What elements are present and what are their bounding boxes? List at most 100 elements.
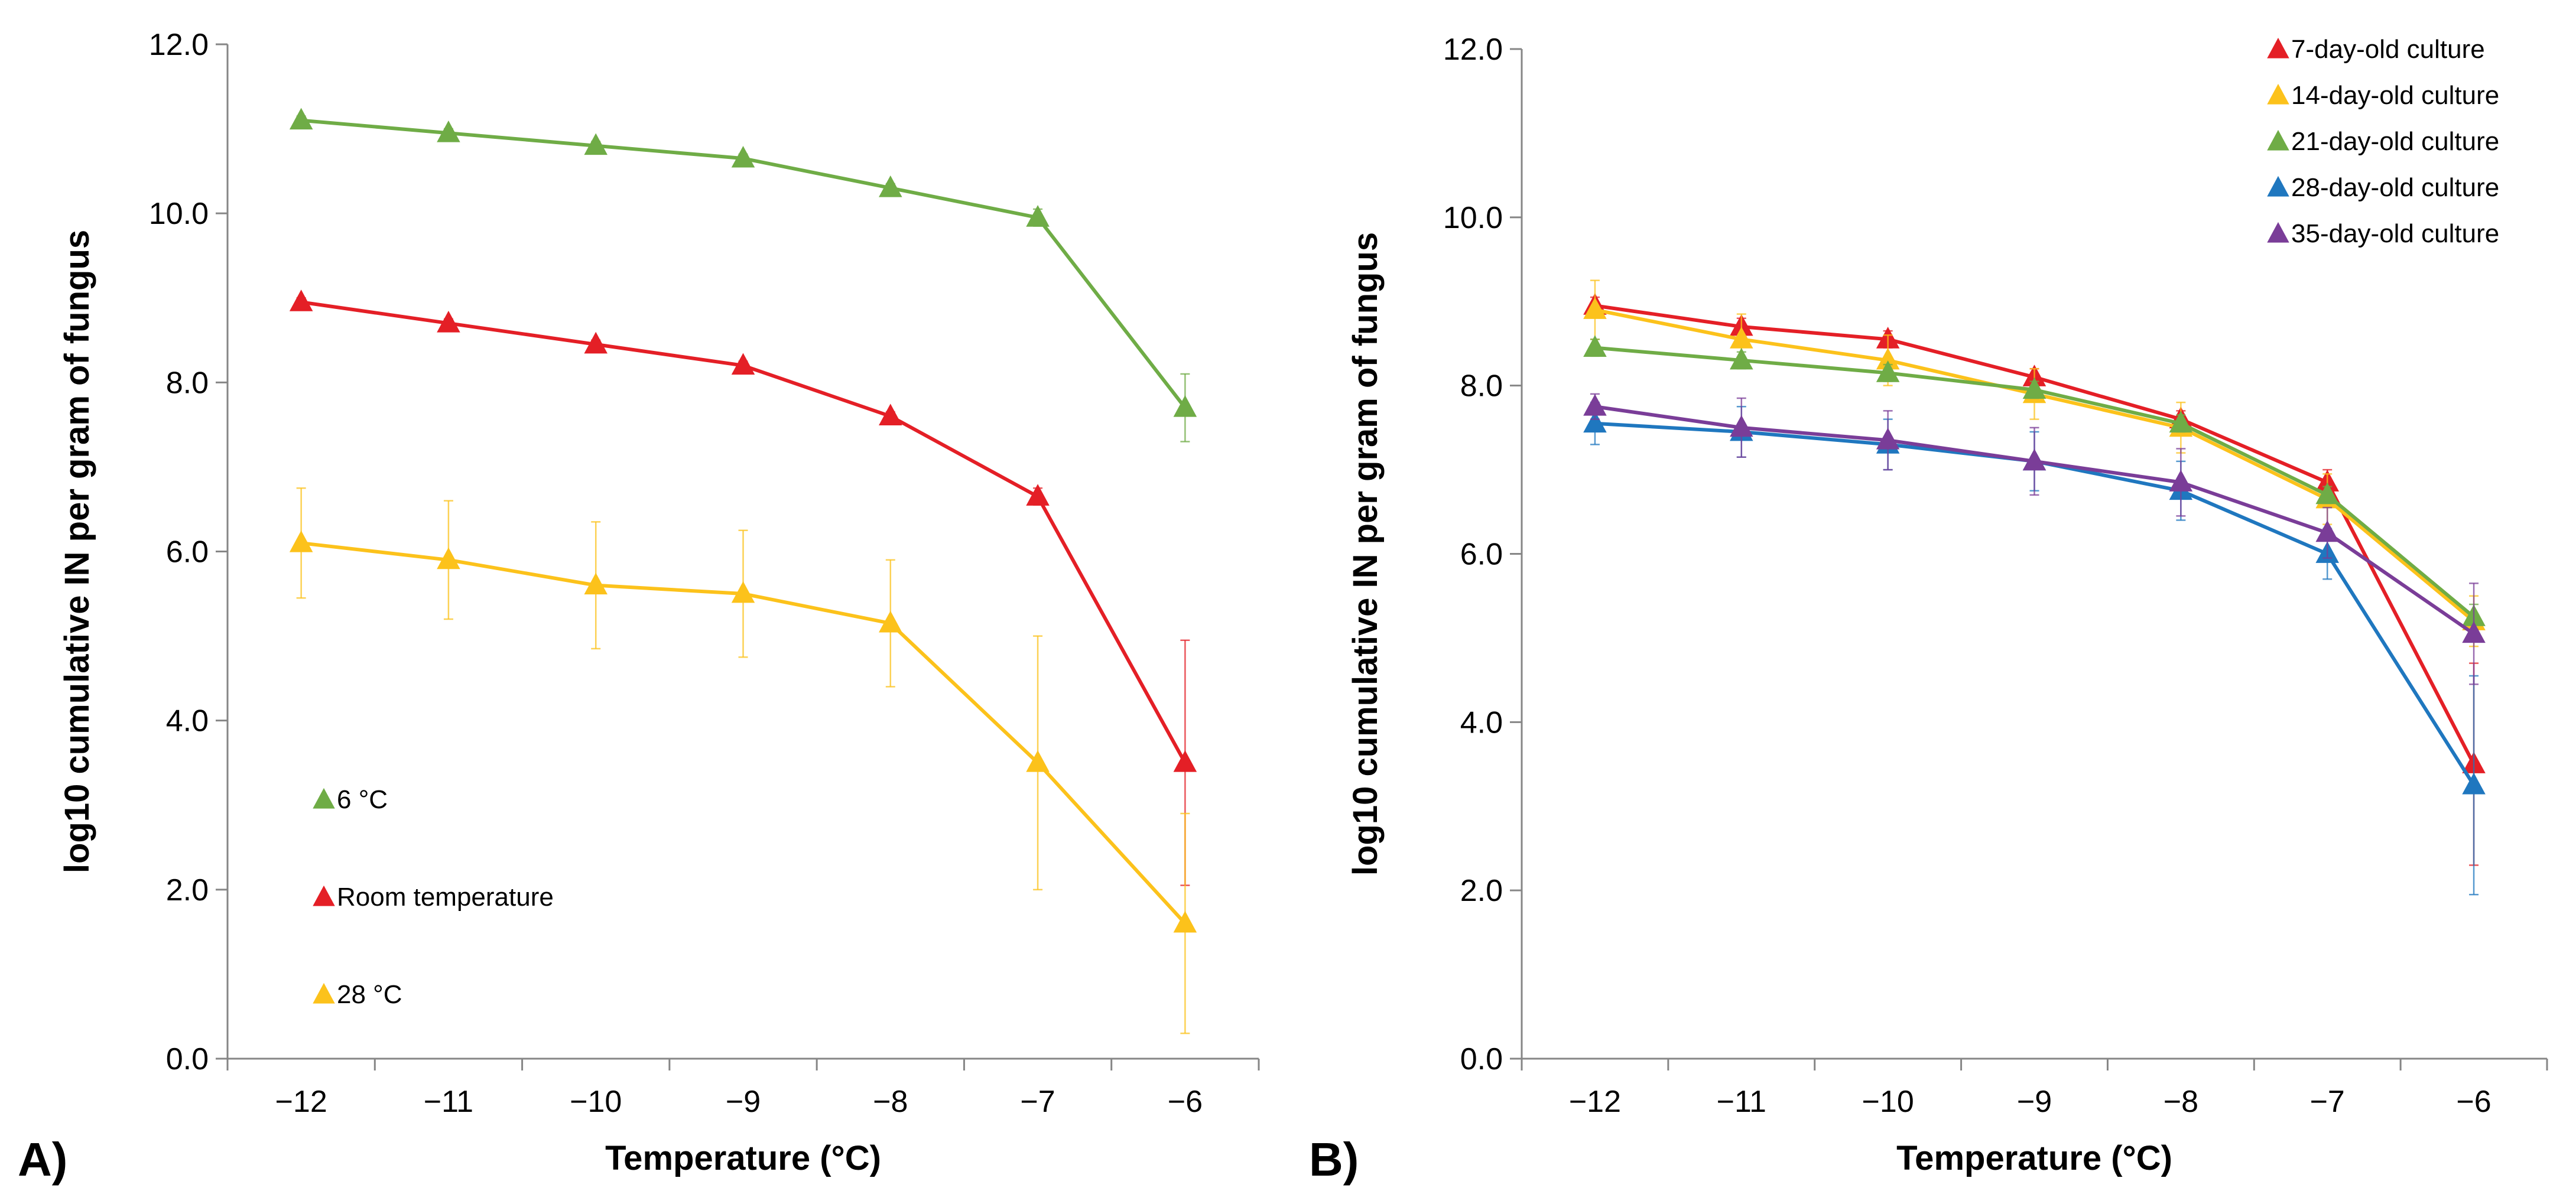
y-tick-label: 8.0 [1460,369,1503,403]
series-3 [1583,335,2486,630]
data-point-marker [584,331,608,354]
x-tick-label: −8 [2164,1085,2198,1119]
data-point-marker [1876,428,1900,450]
data-point-marker [289,289,313,311]
y-tick-label: 0.0 [1460,1042,1503,1076]
data-point-marker [1583,411,1607,433]
x-tick-label: −9 [2017,1085,2052,1119]
y-tick-label: 0.0 [166,1042,209,1076]
data-point-marker [1876,360,1900,382]
data-point-marker [584,572,608,595]
y-tick-label: 10.0 [1443,201,1503,235]
y-tick-label: 2.0 [1460,874,1503,908]
legend-label: 7-day-old culture [2291,35,2485,64]
legend: 6 °C Room temperature 28 °C [313,785,554,1009]
legend-marker [313,982,335,1004]
y-tick-label: 12.0 [1443,32,1503,67]
x-tick-label: −11 [1717,1085,1766,1119]
legend-label: 21-day-old culture [2291,127,2499,156]
data-point-marker [1730,327,1753,349]
data-point-marker [584,133,608,155]
x-axis-title: Temperature (°C) [605,1139,881,1177]
y-tick-label: 6.0 [166,535,209,570]
data-point-marker [2022,448,2046,471]
data-point-marker [1026,750,1050,772]
legend-marker [313,885,335,906]
data-point-marker [1583,394,1607,416]
panel-label: B) [1309,1133,1359,1186]
legend-label: 35-day-old culture [2291,219,2499,248]
x-tick-label: −12 [1569,1085,1621,1119]
data-point-marker [1583,297,1607,319]
data-point-marker [2169,470,2193,492]
data-point-marker [2462,772,2486,795]
series-3 [289,487,1197,1034]
data-point-marker [1173,395,1197,417]
legend-marker [2267,222,2289,243]
data-point-marker [731,581,755,603]
data-point-marker [731,145,755,168]
x-tick-label: −6 [2456,1085,2491,1119]
series-1 [289,108,1197,442]
x-tick-label: −8 [873,1085,908,1119]
y-tick-label: 6.0 [1460,538,1503,572]
y-tick-label: 4.0 [166,704,209,738]
data-point-marker [2315,520,2339,542]
legend-marker [2267,175,2289,197]
data-point-marker [2169,411,2193,433]
x-tick-label: −10 [570,1085,622,1119]
y-tick-label: 12.0 [149,28,209,62]
legend-marker [2267,129,2289,151]
x-tick-label: −10 [1862,1085,1914,1119]
y-axis-title: log10 cumulative IN per gram of fungus [1346,232,1385,876]
legend-marker [2267,37,2289,58]
legend: 7-day-old culture 14-day-old culture 21-da… [2267,35,2499,248]
data-point-marker [1026,484,1050,506]
data-point-marker [1730,347,1753,370]
legend-label: 14-day-old culture [2291,81,2499,110]
data-point-marker [1026,205,1050,227]
data-point-marker [289,530,313,552]
chart-panel-b: 0.0 2.0 4.0 6.0 8.0 10.0 12.0 −12 −11 −10 −9 −8 −7 −6… [1309,32,2548,1186]
x-tick-label: −12 [275,1085,327,1119]
x-tick-label: −7 [1020,1085,1055,1119]
data-point-marker [437,310,460,333]
legend-marker [2267,83,2289,105]
y-tick-label: 10.0 [149,197,209,231]
data-point-marker [879,403,902,425]
x-tick-label: −6 [1168,1085,1203,1119]
data-point-marker [289,108,313,130]
chart-panel-a: 0.0 2.0 4.0 6.0 8.0 10.0 12.0 −12 −11 −10 −9 −8 −7 −6… [18,28,1260,1186]
x-tick-label: −9 [726,1085,761,1119]
series-2 [289,289,1197,886]
legend-label: Room temperature [337,883,554,912]
data-point-marker [1173,750,1197,772]
x-tick-label: −11 [424,1085,473,1119]
y-tick-label: 4.0 [1460,705,1503,740]
data-point-marker [2462,621,2486,643]
y-tick-label: 8.0 [166,366,209,400]
data-point-marker [879,610,902,633]
legend-label: 6 °C [337,785,388,814]
series-5 [1583,393,2486,685]
data-point-marker [437,547,460,570]
data-point-marker [1173,910,1197,933]
panel-label: A) [18,1133,67,1186]
data-point-marker [2315,482,2339,505]
x-tick-label: −7 [2310,1085,2345,1119]
data-point-marker [437,121,460,142]
data-point-marker [731,353,755,375]
data-point-marker [1730,415,1753,437]
x-axis-title: Temperature (°C) [1896,1139,2172,1177]
y-axis-title: log10 cumulative IN per gram of fungus [58,230,96,873]
legend-label: 28 °C [337,980,402,1009]
data-point-marker [1876,347,1900,370]
data-point-marker [879,175,902,197]
legend-marker [313,788,335,809]
y-tick-label: 2.0 [166,873,209,907]
legend-label: 28-day-old culture [2291,173,2499,202]
data-point-marker [2022,377,2046,399]
data-point-marker [1583,335,1607,357]
